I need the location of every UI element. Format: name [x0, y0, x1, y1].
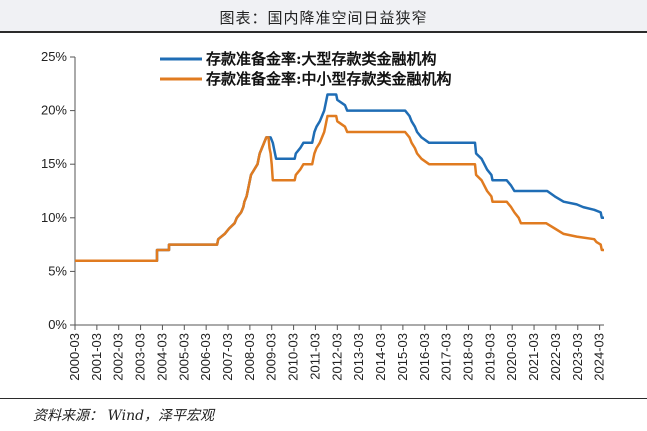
x-tick-label: 2021-03: [526, 333, 541, 381]
x-tick-label: 2011-03: [307, 333, 322, 380]
y-tick-label: 5%: [48, 263, 67, 278]
x-tick-label: 2006-03: [198, 333, 213, 381]
bottom-divider: [0, 398, 647, 399]
x-tick-label: 2015-03: [395, 333, 410, 381]
x-tick-label: 2007-03: [220, 333, 235, 381]
y-axis: 0% 5% 10% 15% 20% 25%: [41, 49, 75, 332]
x-tick-label: 2024-03: [592, 333, 607, 381]
x-tick-label: 2001-03: [89, 333, 104, 381]
x-tick-label: 2013-03: [351, 333, 366, 381]
x-tick-label: 2008-03: [242, 333, 257, 381]
x-tick-label: 2000-03: [67, 333, 82, 381]
x-tick-label: 2004-03: [154, 333, 169, 381]
x-tick-label: 2005-03: [176, 333, 191, 381]
x-tick-label: 2003-03: [133, 333, 148, 381]
series-lines: [75, 93, 604, 262]
x-axis: 2000-03 2001-03 2002-03 2003-03 2004-03 2005-…: [67, 325, 607, 381]
chart-title: 图表：国内降准空间日益狭窄: [219, 9, 428, 27]
x-tick-label: 2018-03: [460, 333, 475, 381]
x-tick-label: 2010-03: [286, 333, 301, 381]
legend-label-1: 存款准备金率:大型存款类金融机构: [206, 50, 437, 68]
series-line-1: [75, 93, 604, 262]
x-tick-label: 2020-03: [504, 333, 519, 381]
y-tick-label: 15%: [41, 156, 67, 171]
title-bar: [0, 0, 647, 31]
x-tick-label: 2014-03: [373, 333, 388, 381]
x-tick-label: 2002-03: [111, 333, 126, 381]
x-tick-label: 2022-03: [548, 333, 563, 381]
plot-area: [74, 57, 604, 326]
x-tick-label: 2017-03: [439, 333, 454, 381]
y-tick-label: 20%: [41, 103, 67, 118]
x-tick-label: 2023-03: [570, 333, 585, 381]
y-tick-label: 10%: [41, 210, 67, 225]
y-tick-label: 25%: [41, 49, 67, 64]
title-divider: [0, 31, 647, 33]
legend-label-2: 存款准备金率:中小型存款类金融机构: [206, 70, 452, 88]
x-tick-label: 2009-03: [264, 333, 279, 381]
y-tick-label: 0%: [48, 317, 67, 332]
x-tick-label: 2012-03: [329, 333, 344, 381]
source-note: 资料来源： Wind，泽平宏观: [33, 408, 215, 424]
x-tick-label: 2016-03: [417, 333, 432, 381]
series-line-2: [75, 114, 604, 262]
x-tick-label: 2019-03: [482, 333, 497, 381]
